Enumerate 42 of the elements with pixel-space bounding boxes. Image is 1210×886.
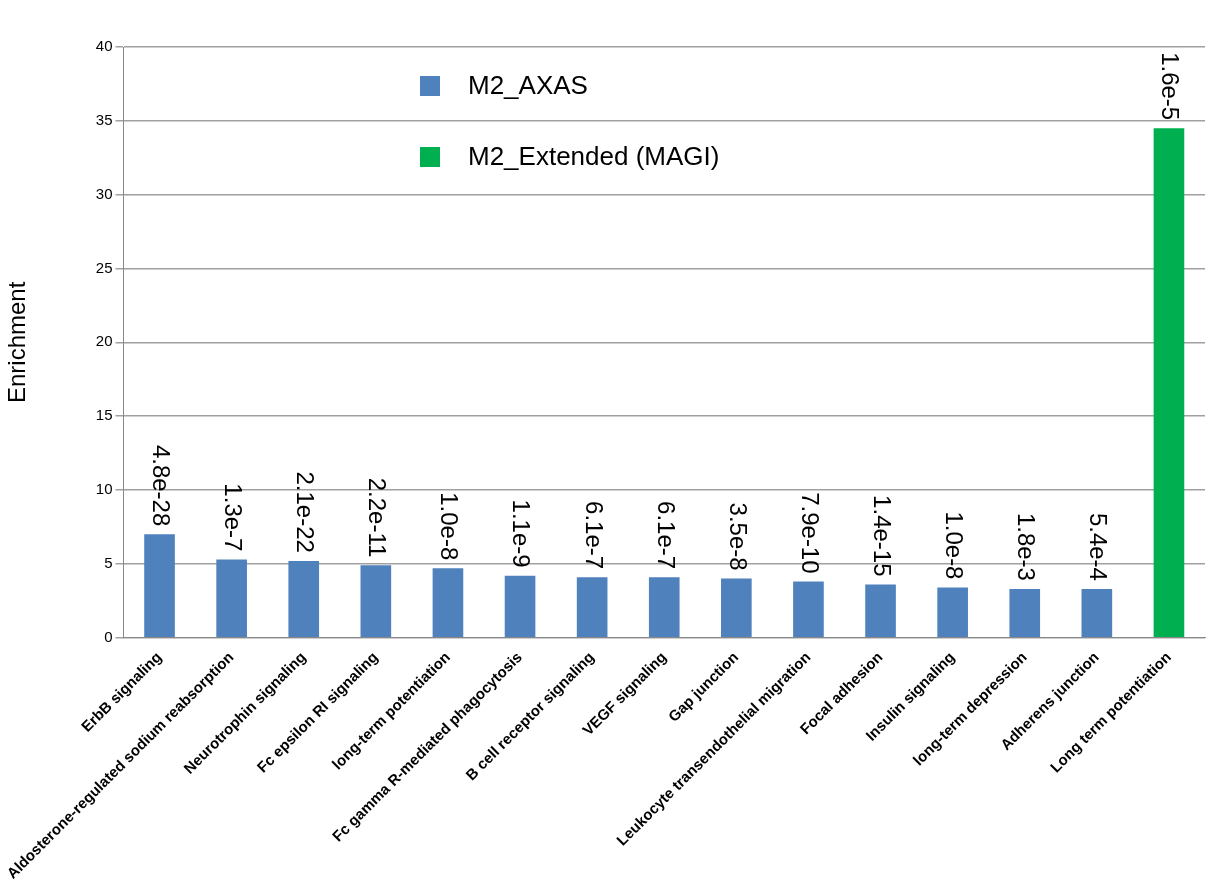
y-tick-label: 25 bbox=[95, 258, 113, 276]
annotation: 1.6e-5 bbox=[1157, 52, 1185, 121]
bar bbox=[360, 565, 392, 637]
annotation: 2.2e-11 bbox=[364, 477, 392, 558]
annotation: 6.1e-7 bbox=[580, 501, 608, 570]
annotation: 2.1e-22 bbox=[292, 471, 320, 553]
bar bbox=[576, 577, 608, 637]
annotation: 1.1e-9 bbox=[508, 499, 536, 568]
annotation: 6.1e-7 bbox=[652, 501, 680, 570]
y-tick-label: 10 bbox=[95, 480, 113, 498]
bar bbox=[793, 581, 824, 637]
annotation: 1.0e-8 bbox=[941, 511, 969, 580]
bar bbox=[504, 575, 536, 637]
y-tick-label: 5 bbox=[104, 553, 113, 571]
y-tick-label: 40 bbox=[95, 37, 113, 55]
bar bbox=[1153, 128, 1185, 637]
bar bbox=[721, 578, 752, 637]
annotation: 3.5e-8 bbox=[724, 502, 752, 571]
annotation: 1.0e-8 bbox=[436, 492, 464, 561]
bar bbox=[216, 559, 247, 637]
bar bbox=[1081, 588, 1113, 637]
y-tick-label: 20 bbox=[95, 332, 113, 350]
annotation: 5.4e-4 bbox=[1085, 512, 1113, 581]
y-tick-label: 35 bbox=[95, 110, 113, 128]
annotation: 1.4e-15 bbox=[868, 495, 896, 577]
legend-label: M2_Extended (MAGI) bbox=[468, 141, 720, 172]
bar bbox=[144, 534, 175, 637]
y-tick-label: 15 bbox=[95, 406, 113, 424]
annotation: 7.9e-10 bbox=[796, 492, 824, 574]
y-axis-title: Enrichment bbox=[3, 281, 31, 404]
annotation: 4.8e-28 bbox=[147, 444, 175, 527]
y-tick-label: 30 bbox=[95, 184, 113, 202]
bar bbox=[648, 577, 680, 637]
bar bbox=[288, 560, 320, 637]
bar bbox=[432, 568, 464, 637]
y-tick-label: 0 bbox=[104, 627, 113, 645]
annotation: 1.3e-7 bbox=[220, 483, 248, 552]
bar bbox=[865, 584, 896, 637]
bar bbox=[937, 587, 968, 637]
bar bbox=[1009, 588, 1041, 637]
legend-label: M2_AXAS bbox=[468, 70, 588, 101]
annotation: 1.8e-3 bbox=[1013, 512, 1041, 581]
